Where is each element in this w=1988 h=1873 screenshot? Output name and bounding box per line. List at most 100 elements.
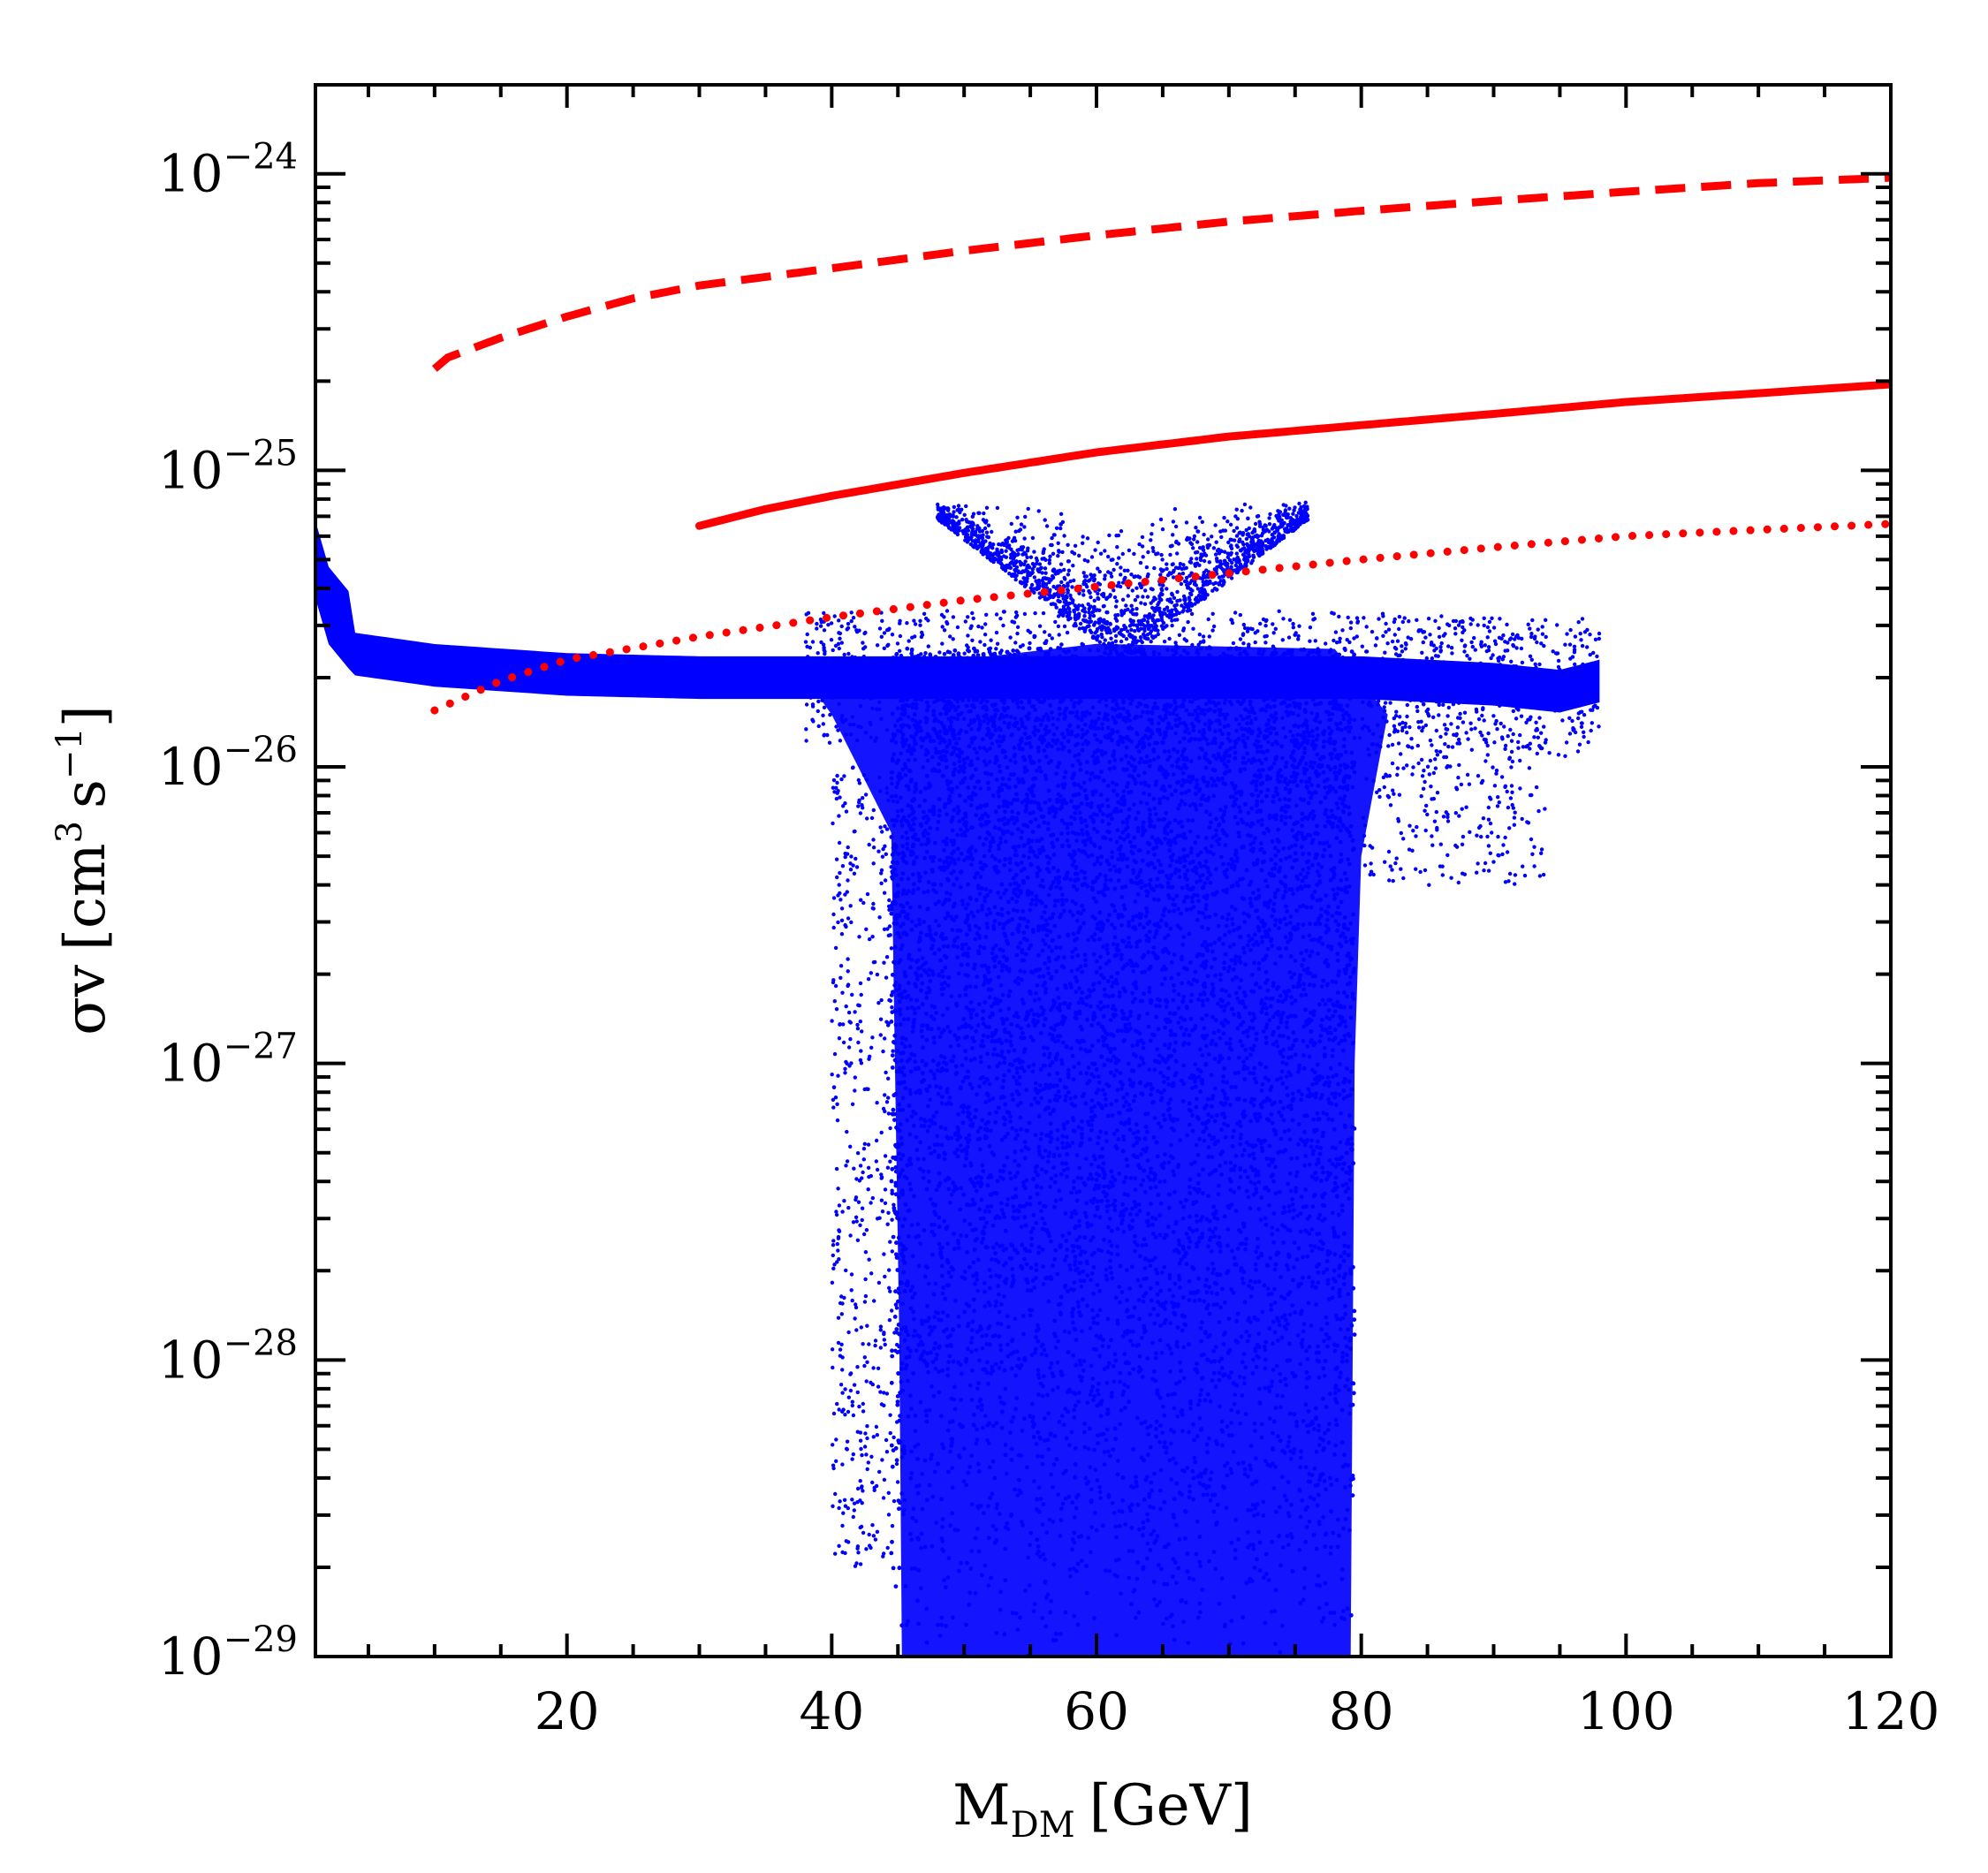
scan-point	[1158, 1201, 1164, 1206]
scan-point	[1210, 835, 1216, 840]
scan-point	[998, 836, 1003, 841]
scan-point	[1315, 726, 1319, 732]
scan-point	[1273, 961, 1278, 966]
scan-point	[1305, 1376, 1309, 1381]
scan-point	[1342, 871, 1347, 876]
scan-point	[1071, 1320, 1075, 1325]
scan-point	[1069, 968, 1074, 974]
scan-point	[995, 739, 1000, 744]
scan-point	[1049, 1598, 1053, 1604]
scan-point	[1266, 1578, 1271, 1582]
scan-point	[952, 1054, 956, 1059]
scan-point	[939, 987, 945, 991]
scan-point	[1341, 922, 1347, 927]
scan-point	[1336, 1081, 1340, 1087]
scan-point	[1165, 1076, 1171, 1081]
scan-point	[1161, 784, 1166, 789]
scan-point	[927, 1407, 932, 1413]
scan-point	[1327, 1025, 1332, 1030]
scan-point	[1292, 972, 1296, 976]
scan-point	[896, 1235, 901, 1240]
scan-point	[1076, 1304, 1081, 1309]
scan-point	[975, 687, 980, 692]
scan-point	[948, 1523, 952, 1528]
scan-point	[984, 921, 990, 926]
scan-point	[1273, 1164, 1278, 1170]
scan-point	[969, 910, 974, 915]
scan-point	[1341, 1526, 1346, 1531]
scan-point	[1150, 1222, 1155, 1227]
scan-point	[1102, 1450, 1107, 1454]
scan-point	[1251, 1151, 1256, 1156]
scan-point	[938, 883, 944, 887]
scan-point	[997, 859, 1002, 863]
scan-point	[1035, 768, 1039, 773]
scan-point	[1349, 1069, 1354, 1074]
scan-point	[902, 1289, 907, 1293]
scan-point	[918, 719, 922, 724]
scan-point	[1289, 844, 1294, 849]
scan-point	[995, 1001, 1000, 1006]
scan-point	[1149, 1092, 1153, 1097]
scan-point	[1319, 1179, 1324, 1183]
scan-point	[969, 1502, 975, 1506]
scan-point	[1172, 1189, 1177, 1194]
scan-point	[1312, 761, 1317, 765]
scan-point	[1310, 1204, 1316, 1209]
scan-point	[1326, 1008, 1332, 1012]
scan-point	[976, 1549, 982, 1554]
scan-point	[1193, 737, 1198, 742]
scan-point	[1127, 1549, 1132, 1553]
scan-point	[1007, 721, 1012, 726]
scan-point	[990, 1423, 996, 1429]
scan-point	[931, 810, 936, 815]
scan-point	[930, 1360, 936, 1364]
scan-point	[1126, 1384, 1131, 1390]
scan-point	[1344, 876, 1349, 882]
scan-point	[927, 1331, 932, 1337]
scan-point	[1323, 785, 1328, 790]
scan-point	[891, 871, 895, 876]
scan-point	[1334, 1400, 1339, 1405]
scan-point	[1141, 1299, 1146, 1304]
scan-point	[1106, 822, 1112, 826]
scan-point	[1309, 1227, 1315, 1232]
scan-point	[934, 890, 938, 895]
scan-point	[1233, 1262, 1237, 1267]
scan-point	[1084, 709, 1089, 715]
scan-point	[1214, 828, 1218, 833]
scan-point	[1047, 810, 1051, 815]
scan-point	[1217, 937, 1222, 943]
scan-point	[914, 923, 918, 929]
scan-point	[1117, 1172, 1122, 1176]
scan-point	[1015, 1133, 1021, 1138]
scan-point	[1176, 1566, 1181, 1571]
scan-point	[1191, 1475, 1196, 1481]
scan-point	[1030, 928, 1036, 932]
scan-point	[1188, 759, 1194, 763]
scan-point	[1272, 1330, 1278, 1335]
scan-point	[1255, 749, 1260, 755]
scan-point	[1313, 1171, 1317, 1176]
scan-point	[926, 704, 930, 709]
scan-point	[1065, 825, 1070, 830]
scan-point	[1191, 1497, 1195, 1502]
scan-point	[939, 1497, 944, 1502]
scan-point	[930, 1384, 934, 1389]
scan-point	[1134, 715, 1140, 720]
scan-point	[1270, 1445, 1275, 1451]
scan-point	[1278, 1189, 1282, 1194]
scan-point	[1211, 1267, 1217, 1271]
scan-point	[1038, 1136, 1043, 1141]
scan-point	[1343, 1303, 1347, 1308]
scan-point	[963, 811, 967, 816]
scan-point	[919, 736, 923, 741]
scan-point	[1271, 901, 1277, 906]
scan-point	[1152, 1033, 1157, 1038]
scan-point	[1075, 1244, 1081, 1249]
scan-point	[1115, 1252, 1120, 1257]
scan-point	[1332, 770, 1337, 775]
scan-point	[1018, 916, 1023, 921]
scan-point	[1298, 1211, 1303, 1216]
scan-point	[995, 1502, 999, 1507]
